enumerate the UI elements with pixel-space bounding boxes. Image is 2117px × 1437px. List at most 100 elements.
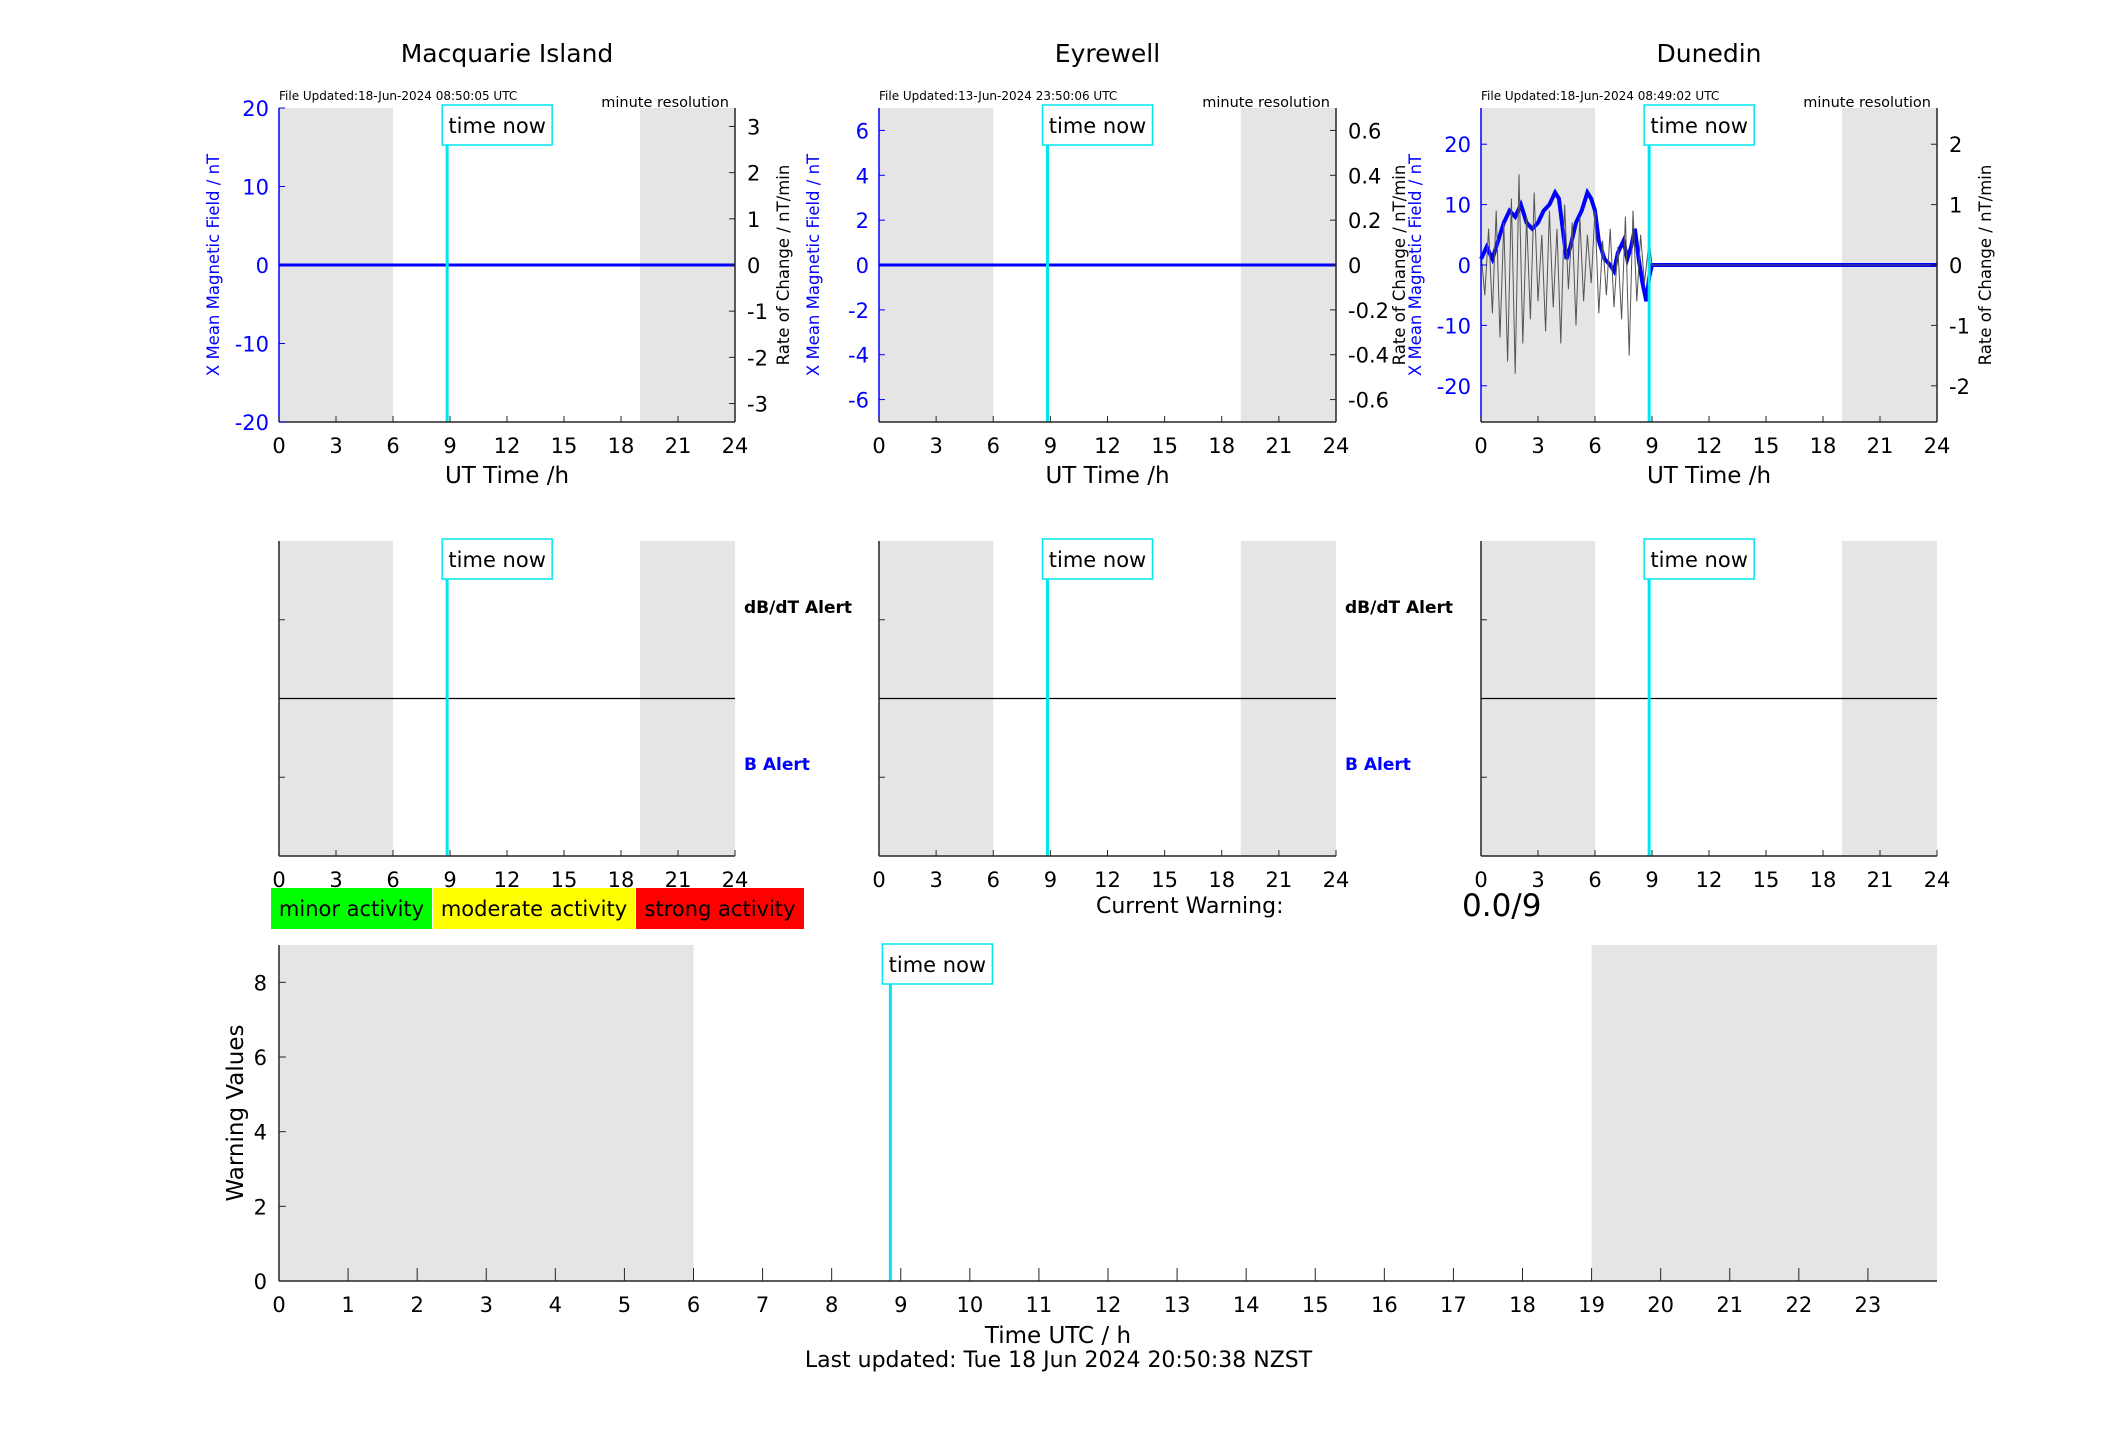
x-tick-label: 24 xyxy=(1924,434,1951,458)
x-tick-label: 3 xyxy=(929,868,942,892)
y-tick-label: 0 xyxy=(256,254,269,278)
x-tick-label: 17 xyxy=(1440,1293,1467,1317)
b-alert-label: B Alert xyxy=(1345,755,1411,775)
x-tick-label: 12 xyxy=(1095,1293,1122,1317)
time-now-box xyxy=(1041,104,1154,146)
panel-title: Macquarie Island xyxy=(401,39,614,68)
x-tick-label: 1 xyxy=(341,1293,354,1317)
x-tick-label: 0 xyxy=(872,434,885,458)
y-tick-label: -20 xyxy=(1437,375,1471,399)
x-tick-label: 9 xyxy=(443,868,456,892)
time-now-label: time now xyxy=(1049,114,1146,138)
time-now-box xyxy=(1643,538,1755,580)
y-tick-label: 4 xyxy=(254,1121,267,1145)
y-right-tick-label: -1 xyxy=(747,300,768,324)
x-tick-label: 3 xyxy=(929,434,942,458)
y-right-tick-label: 0 xyxy=(747,254,760,278)
y-tick-label: 10 xyxy=(242,176,269,200)
x-tick-label: 4 xyxy=(549,1293,562,1317)
file-updated: File Updated:18-Jun-2024 08:50:05 UTC xyxy=(279,89,517,103)
alert-panel: time now 0 3 6 9 12 15 18 21 24 xyxy=(1474,538,1951,892)
file-updated: File Updated:13-Jun-2024 23:50:06 UTC xyxy=(879,89,1117,103)
legend-label: minor activity xyxy=(279,897,424,921)
y-right-tick-label: -3 xyxy=(747,393,768,417)
current-warning-value: 0.0/9 xyxy=(1462,888,1541,924)
y-tick-label: 6 xyxy=(856,119,869,143)
x-tick-label: 21 xyxy=(1266,868,1293,892)
panel-title: Dunedin xyxy=(1657,39,1762,68)
x-tick-label: 24 xyxy=(1323,868,1350,892)
x-tick-label: 6 xyxy=(1588,434,1601,458)
x-tick-label: 0 xyxy=(1474,434,1487,458)
x-tick-label: 24 xyxy=(1924,868,1951,892)
x-tick-label: 15 xyxy=(1151,434,1178,458)
y-tick-label: -6 xyxy=(848,389,869,413)
x-tick-label: 9 xyxy=(1044,434,1057,458)
time-now-label: time now xyxy=(1650,548,1747,572)
y-tick-label: 0 xyxy=(254,1270,267,1294)
dbdt-alert-label: dB/dT Alert xyxy=(744,598,852,618)
y-right-tick-label: -0.6 xyxy=(1348,389,1389,413)
x-tick-label: 0 xyxy=(872,868,885,892)
y-tick-label: 20 xyxy=(242,97,269,121)
x-tick-label: 10 xyxy=(956,1293,983,1317)
x-tick-label: 18 xyxy=(1810,868,1837,892)
legend-swatch xyxy=(433,888,635,929)
y-right-tick-label: -0.4 xyxy=(1348,344,1389,368)
current-warning-label: Current Warning: xyxy=(1096,894,1283,919)
time-now-box xyxy=(1041,538,1154,580)
x-tick-label: 15 xyxy=(1151,868,1178,892)
x-tick-label: 18 xyxy=(1810,434,1837,458)
time-now-label: time now xyxy=(1650,114,1747,138)
y-right-tick-label: 2 xyxy=(1949,133,1962,157)
magnetometer-panel: Dunedin File Updated:18-Jun-2024 08:49:02… xyxy=(1390,39,1995,489)
x-tick-label: 18 xyxy=(608,434,635,458)
x-axis-label: UT Time /h xyxy=(1045,463,1169,489)
x-tick-label: 18 xyxy=(1208,434,1235,458)
y-right-tick-label: 0.6 xyxy=(1348,119,1381,143)
x-tick-label: 0 xyxy=(272,1293,285,1317)
x-tick-label: 22 xyxy=(1785,1293,1812,1317)
alert-panel: time now 0 3 6 9 12 15 18 21 24 dB/dT Alert B Alert xyxy=(872,538,1453,892)
magnetometer-panel: Eyrewell File Updated:13-Jun-2024 23:50:0… xyxy=(804,39,1389,489)
x-tick-label: 15 xyxy=(551,434,578,458)
x-tick-label: 18 xyxy=(1509,1293,1536,1317)
y-tick-label: 20 xyxy=(1444,133,1471,157)
y-tick-label: -2 xyxy=(848,299,869,323)
x-tick-label: 9 xyxy=(1044,868,1057,892)
x-tick-label: 20 xyxy=(1647,1293,1674,1317)
legend-swatch xyxy=(636,888,804,929)
x-tick-label: 9 xyxy=(1645,868,1658,892)
alert-panels: time now 0 3 6 9 12 15 18 21 24 dB/dT Alert B Alert… xyxy=(272,538,1951,892)
y-right-tick-label: 0 xyxy=(1949,254,1962,278)
legend-swatch xyxy=(271,888,432,929)
y-tick-label: -10 xyxy=(235,333,269,357)
y-tick-label: 0 xyxy=(1458,254,1471,278)
b-alert-label: B Alert xyxy=(744,755,810,775)
y-tick-label: 0 xyxy=(856,254,869,278)
x-tick-label: 12 xyxy=(1696,868,1723,892)
y-right-tick-label: -0.2 xyxy=(1348,299,1389,323)
x-tick-label: 3 xyxy=(1531,434,1544,458)
x-tick-label: 0 xyxy=(272,434,285,458)
x-axis-label: UT Time /h xyxy=(1647,463,1771,489)
y-tick-label: 2 xyxy=(856,209,869,233)
x-tick-label: 21 xyxy=(1867,868,1894,892)
x-tick-label: 15 xyxy=(1302,1293,1329,1317)
y-tick-label: 8 xyxy=(254,971,267,995)
x-tick-label: 24 xyxy=(722,434,749,458)
x-tick-label: 21 xyxy=(665,434,692,458)
y-right-tick-label: 3 xyxy=(747,115,760,139)
x-tick-label: 21 xyxy=(1867,434,1894,458)
x-tick-label: 12 xyxy=(1696,434,1723,458)
x-tick-label: 9 xyxy=(443,434,456,458)
night-shading xyxy=(1591,945,1937,1281)
x-tick-label: 3 xyxy=(329,434,342,458)
y-tick-label: -20 xyxy=(235,411,269,435)
y-right-axis-label: Rate of Change / nT/min xyxy=(1976,165,1995,366)
x-tick-label: 3 xyxy=(329,868,342,892)
y-tick-label: 6 xyxy=(254,1046,267,1070)
x-tick-label: 12 xyxy=(1094,868,1121,892)
x-tick-label: 21 xyxy=(1716,1293,1743,1317)
